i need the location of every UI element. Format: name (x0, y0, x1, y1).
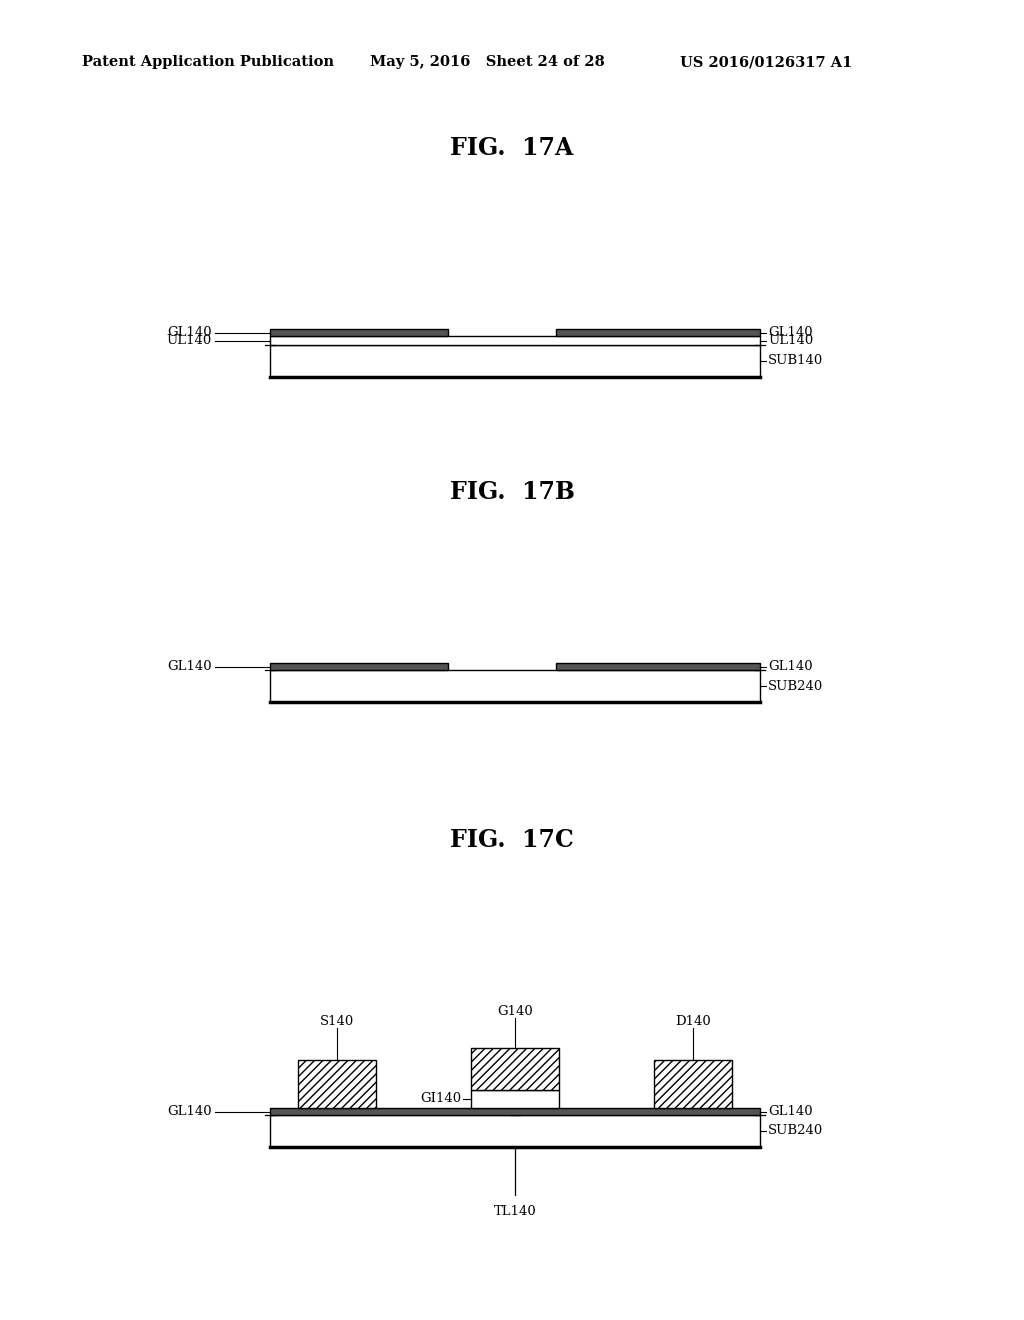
Bar (270, 345, 760, 378)
Text: UL140: UL140 (768, 334, 813, 347)
Bar (270, 1107, 760, 1115)
Bar (298, 1060, 376, 1107)
Bar (270, 671, 760, 702)
Text: TL140: TL140 (494, 1205, 537, 1218)
Text: FIG.  17B: FIG. 17B (450, 480, 574, 504)
Bar (654, 1060, 732, 1107)
Bar (556, 329, 760, 337)
Text: GL140: GL140 (768, 1105, 813, 1118)
Bar (270, 329, 449, 337)
Text: GL140: GL140 (167, 660, 212, 673)
Text: May 5, 2016   Sheet 24 of 28: May 5, 2016 Sheet 24 of 28 (370, 55, 605, 69)
Text: GL140: GL140 (768, 660, 813, 673)
Text: FIG.  17C: FIG. 17C (451, 828, 573, 851)
Text: GI140: GI140 (420, 1093, 461, 1106)
Text: SUB140: SUB140 (768, 355, 823, 367)
Text: GL140: GL140 (167, 1105, 212, 1118)
Text: S140: S140 (319, 1015, 354, 1028)
Bar (270, 1115, 760, 1147)
Bar (556, 663, 760, 671)
Text: GL140: GL140 (167, 326, 212, 339)
Text: FIG.  17A: FIG. 17A (451, 136, 573, 160)
Text: SUB240: SUB240 (768, 1125, 823, 1138)
Bar (270, 337, 760, 345)
Text: SUB240: SUB240 (768, 680, 823, 693)
Text: D140: D140 (675, 1015, 711, 1028)
Text: US 2016/0126317 A1: US 2016/0126317 A1 (680, 55, 852, 69)
Text: GL140: GL140 (768, 326, 813, 339)
Bar (270, 663, 449, 671)
Text: Patent Application Publication: Patent Application Publication (82, 55, 334, 69)
Text: G140: G140 (497, 1005, 532, 1018)
Bar (471, 1048, 559, 1090)
Bar (471, 1090, 559, 1107)
Text: UL140: UL140 (167, 334, 212, 347)
